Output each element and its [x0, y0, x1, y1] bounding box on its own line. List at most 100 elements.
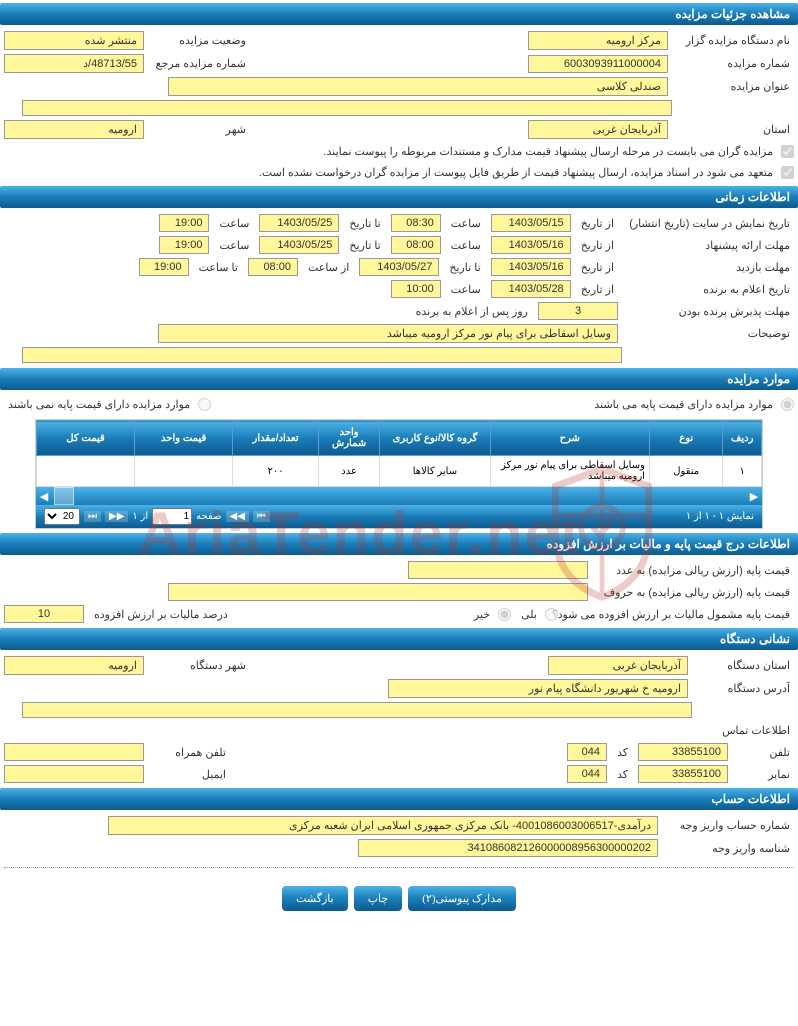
visit-from-hour: 08:00 [248, 258, 298, 276]
scroll-right-icon[interactable]: ▶ [746, 487, 762, 505]
phone-code-value: 044 [567, 743, 607, 761]
commitment-checkbox [781, 166, 794, 179]
col-desc: شرح [490, 421, 649, 456]
action-buttons-row: مدارک پیوستی(۲) چاپ بازگشت [0, 876, 798, 921]
payment-id-label: شناسه واریز وجه [664, 842, 794, 855]
city-value: ارومیه [4, 120, 144, 139]
col-type: نوع [649, 421, 723, 456]
row-org-name: نام دستگاه مزایده گزار مرکز ارومیه وضعیت… [0, 29, 798, 52]
display-to-date: 1403/05/25 [259, 214, 339, 232]
proposal-to-hour: 19:00 [159, 236, 209, 254]
col-qty: تعداد/مقدار [233, 421, 319, 456]
col-unit: واحد شمارش [318, 421, 379, 456]
section-header-org: نشانی دستگاه [0, 628, 798, 650]
vat-percent-value: 10 [4, 605, 84, 623]
row-auction-no: شماره مزایده 6003093911000004 شماره مزای… [0, 52, 798, 75]
hour-label-4: ساعت [215, 239, 253, 252]
ref-no-value: 48713/55/د [4, 54, 144, 73]
org-name-value: مرکز ارومیه [528, 31, 668, 50]
accept-label: مهلت پذیرش برنده بودن [624, 305, 794, 318]
display-from-date: 1403/05/15 [491, 214, 571, 232]
col-total: قیمت کل [37, 421, 135, 456]
vat-question-label: قیمت پایه مشمول مالیات بر ارزش افزوده می… [564, 608, 794, 621]
cell-group: سایر کالاها [380, 456, 490, 487]
phone-code-label: کد [613, 746, 632, 759]
from-label-4: از تاریخ [577, 283, 618, 296]
row-accept-days: مهلت پذیرش برنده بودن 3 روز پس از اعلام … [0, 300, 798, 322]
contact-section-label: اطلاعات تماس [0, 720, 798, 741]
table-row[interactable]: ۱ منقول وسایل اسقاطی برای پیام نور مرکز … [37, 456, 762, 487]
city-label: شهر [150, 123, 250, 136]
proposal-from-hour: 08:00 [391, 236, 441, 254]
pager-page-input[interactable] [152, 508, 192, 525]
row-payment-id: شناسه واریز وجه 341086082126000008956300… [0, 837, 798, 859]
hour-label-5: ساعت [447, 283, 485, 296]
print-button[interactable]: چاپ [354, 886, 403, 911]
to-label-1: تا تاریخ [345, 217, 384, 230]
to-label-3: تا تاریخ [445, 261, 484, 274]
desc-label: توضیحات [624, 327, 794, 340]
row-phone: تلفن 33855100 کد 044 تلفن همراه [0, 741, 798, 763]
col-row: ردیف [723, 421, 762, 456]
from-label-2: از تاریخ [577, 239, 618, 252]
title-label: عنوان مزایده [674, 80, 794, 93]
scroll-left-icon[interactable]: ◀ [36, 487, 52, 505]
cell-unit: عدد [318, 456, 379, 487]
row-title-ext [0, 98, 798, 118]
proposal-label: مهلت ارائه پیشنهاد [624, 239, 794, 252]
from-label-1: از تاریخ [577, 217, 618, 230]
org-province-value: آذربایجان غربی [548, 656, 688, 675]
row-fax: نمابر 33855100 کد 044 ایمیل [0, 763, 798, 785]
row-description: توضیحات وسایل اسقاطی برای پیام نور مرکز … [0, 322, 798, 345]
title-value-ext [22, 100, 672, 116]
row-account-no: شماره حساب واریز وجه درآمدی-400108600300… [0, 814, 798, 837]
pager-prev-icon[interactable]: ◀◀ [226, 511, 249, 522]
docs-required-label: مزایده گران می بایست در مرحله ارسال پیشن… [323, 145, 773, 158]
org-address-ext [22, 702, 692, 718]
base-price-radio-row: موارد مزایده دارای قیمت پایه می باشند مو… [0, 394, 798, 415]
org-address-value: ارومیه خ شهریور دانشگاه پیام نور [388, 679, 688, 698]
pager-next-icon[interactable]: ▶▶ [105, 511, 128, 522]
vat-yes-radio [545, 608, 558, 621]
pager-first-icon[interactable]: ⏮ [253, 511, 270, 522]
base-num-value [408, 561, 588, 579]
visit-to-hour: 19:00 [139, 258, 189, 276]
table-scrollbar[interactable]: ▶ ◀ [36, 487, 762, 505]
section-header-time: اطلاعات زمانی [0, 186, 798, 208]
row-base-word: قیمت پایه (ارزش ریالی مزایده) به حروف [0, 581, 798, 603]
cell-type: منقول [649, 456, 723, 487]
row-visit-date: مهلت بازدید از تاریخ 1403/05/16 تا تاریخ… [0, 256, 798, 278]
base-word-label: قیمت پایه (ارزش ریالی مزایده) به حروف [594, 586, 794, 599]
hour-label-1: ساعت [447, 217, 485, 230]
visit-to-date: 1403/05/27 [359, 258, 439, 276]
section-header-items: موارد مزایده [0, 368, 798, 390]
auction-no-value: 6003093911000004 [528, 55, 668, 73]
attachments-button[interactable]: مدارک پیوستی(۲) [408, 886, 516, 911]
visit-label: مهلت بازدید [624, 261, 794, 274]
hour-label-2: ساعت [215, 217, 253, 230]
status-label: وضعیت مزایده [150, 34, 250, 47]
account-no-label: شماره حساب واریز وجه [664, 819, 794, 832]
vat-no-label: خیر [470, 608, 494, 621]
items-table: ردیف نوع شرح گروه کالا/نوع کاربری واحد ش… [36, 420, 762, 487]
row-org-province: استان دستگاه آذربایجان غربی شهر دستگاه ا… [0, 654, 798, 677]
row-title: عنوان مزایده صندلی کلاسی [0, 75, 798, 98]
col-unit-price: قیمت واحد [135, 421, 233, 456]
section-header-price: اطلاعات درج قیمت پایه و مالیات بر ارزش ا… [0, 533, 798, 555]
fax-code-label: کد [613, 768, 632, 781]
province-value: آذربایجان غربی [528, 120, 668, 139]
from-label-3: از تاریخ [577, 261, 618, 274]
cell-unit-price [135, 456, 233, 487]
cell-total [37, 456, 135, 487]
items-table-container: ردیف نوع شرح گروه کالا/نوع کاربری واحد ش… [35, 419, 763, 529]
pager-size-select[interactable]: 20 [44, 508, 80, 525]
status-value: منتشر شده [4, 31, 144, 50]
no-base-radio [198, 398, 211, 411]
scroll-thumb[interactable] [54, 487, 74, 505]
pager-of-label: از ۱ [132, 511, 148, 522]
back-button[interactable]: بازگشت [282, 886, 348, 911]
org-address-label: آدرس دستگاه [694, 682, 794, 695]
fax-label: نمابر [734, 768, 794, 781]
pager-last-icon[interactable]: ⏭ [84, 511, 101, 522]
row-org-address: آدرس دستگاه ارومیه خ شهریور دانشگاه پیام… [0, 677, 798, 700]
